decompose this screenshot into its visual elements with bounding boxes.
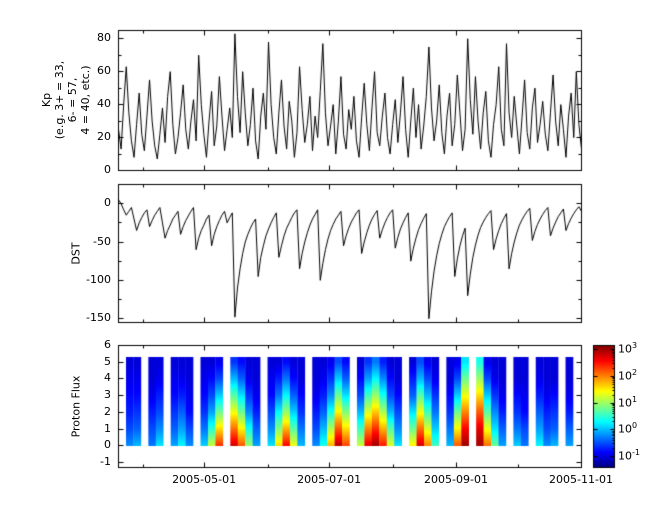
dst-axis-title-line: DST	[69, 242, 83, 265]
kp-axis-title-line: Kp	[40, 92, 53, 108]
kp-axis-title-line: 6- = 57,	[66, 77, 79, 123]
proton-flux-axis-title-line: Proton Flux	[69, 375, 83, 438]
proton-flux-axis-title: Proton Flux	[70, 362, 83, 452]
kp-axis-title: Kp (e.g. 3+ = 33, 6- = 57, 4 = 40, etc.)	[40, 40, 92, 160]
dst-axis-title: DST	[70, 224, 83, 284]
kp-axis-title-line: 4 = 40, etc.)	[79, 65, 92, 135]
kp-axis-title-line: (e.g. 3+ = 33,	[53, 60, 66, 140]
